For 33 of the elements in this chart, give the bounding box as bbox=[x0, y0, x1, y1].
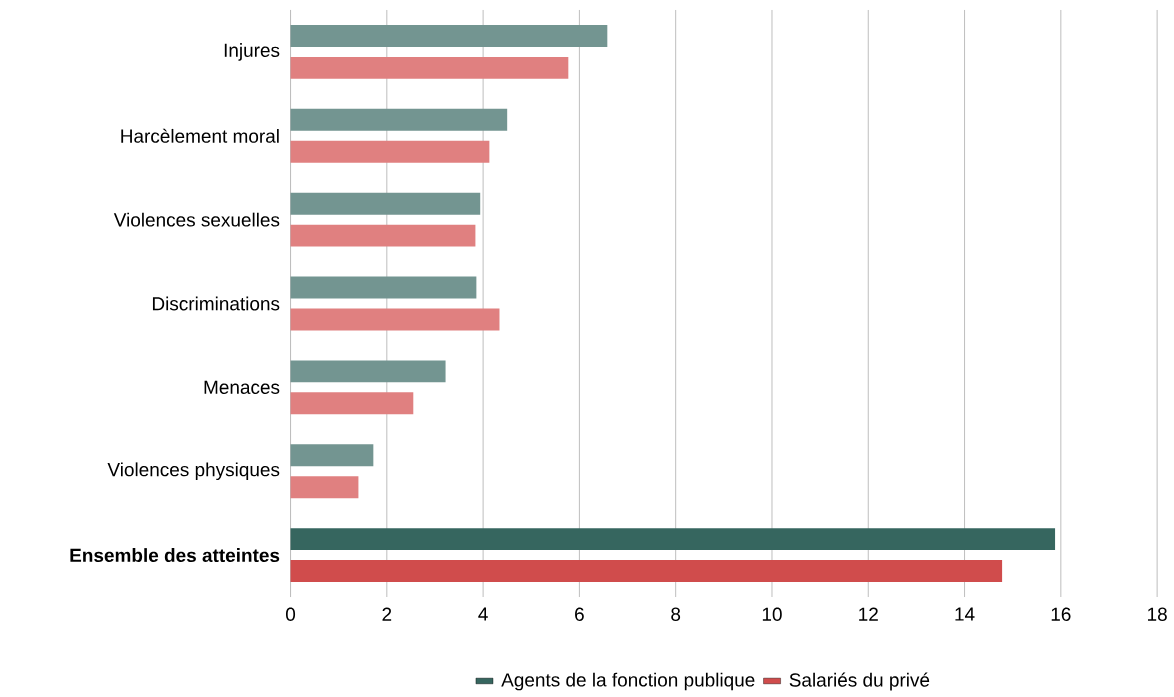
y-tick-label: Discriminations bbox=[152, 296, 280, 311]
x-tick-label: 10 bbox=[762, 607, 782, 622]
bar bbox=[290, 476, 359, 499]
bar bbox=[290, 25, 608, 47]
x-tick-label: 2 bbox=[382, 607, 392, 621]
x-tick-label: 14 bbox=[955, 607, 975, 621]
y-tick-label: Ensemble des atteintes bbox=[70, 548, 280, 563]
bar bbox=[290, 108, 508, 131]
bar bbox=[290, 192, 481, 215]
legend-label: Salariés du privé bbox=[789, 672, 930, 691]
y-tick-label: Menaces bbox=[204, 380, 280, 395]
bar bbox=[290, 360, 446, 383]
legend-label: Agents de la fonction publique bbox=[501, 672, 755, 691]
bar bbox=[290, 276, 477, 299]
bar bbox=[290, 308, 500, 331]
x-tick-label: 0 bbox=[285, 607, 296, 622]
bar bbox=[290, 224, 476, 247]
y-tick-label: Violences physiques bbox=[107, 462, 280, 481]
x-tick-label: 6 bbox=[575, 607, 584, 622]
y-tick-label: Violences sexuelles bbox=[113, 212, 280, 227]
y-tick-label: Harcèlement moral bbox=[121, 128, 279, 143]
x-tick-label: 18 bbox=[1148, 607, 1167, 622]
bar bbox=[290, 392, 414, 415]
y-tick-label: Injures bbox=[224, 43, 280, 61]
x-tick-label: 4 bbox=[478, 607, 488, 621]
bar bbox=[290, 140, 490, 163]
bar bbox=[290, 528, 1056, 551]
bar bbox=[290, 56, 569, 79]
bar bbox=[290, 444, 374, 467]
x-tick-label: 12 bbox=[859, 607, 878, 621]
x-tick-label: 16 bbox=[1051, 607, 1071, 622]
bar bbox=[290, 560, 1003, 583]
x-tick-label: 8 bbox=[671, 607, 681, 622]
